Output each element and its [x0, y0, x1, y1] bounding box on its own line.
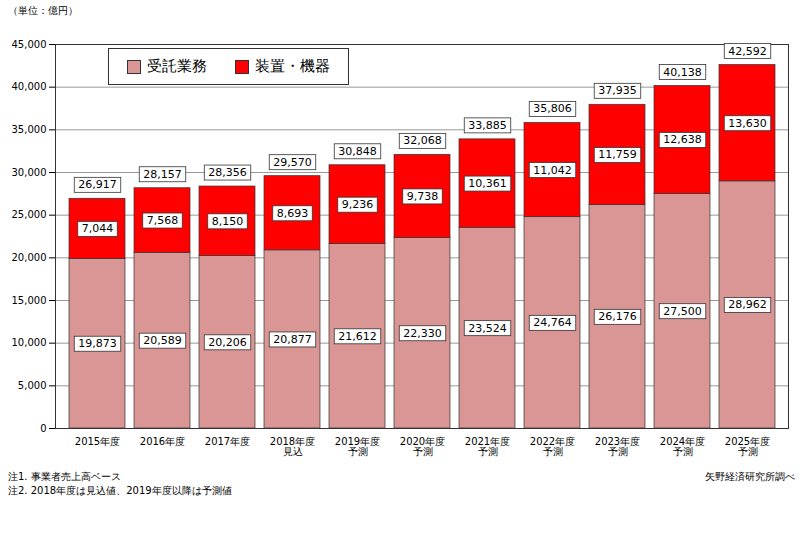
svg-text:2020年度予測: 2020年度予測 — [400, 436, 445, 457]
svg-text:2019年度予測: 2019年度予測 — [335, 436, 380, 457]
html-text:装置・機器: 装置・機器 — [255, 57, 330, 75]
svg-text:20,206: 20,206 — [208, 336, 247, 349]
svg-text:40,138: 40,138 — [663, 66, 702, 79]
svg-text:22,330: 22,330 — [403, 327, 442, 340]
svg-text:24,764: 24,764 — [533, 316, 572, 329]
svg-text:19,873: 19,873 — [78, 337, 117, 350]
svg-text:8,150: 8,150 — [212, 215, 244, 228]
svg-text:26,917: 26,917 — [78, 178, 117, 191]
html-text:矢野経済研究所調べ: 矢野経済研究所調べ — [705, 471, 795, 482]
svg-text:2017年度: 2017年度 — [205, 436, 250, 447]
svg-text:40,000: 40,000 — [12, 81, 47, 92]
svg-text:12,638: 12,638 — [663, 133, 702, 146]
svg-text:2015年度: 2015年度 — [75, 436, 120, 447]
svg-text:33,885: 33,885 — [468, 119, 507, 132]
svg-text:0: 0 — [40, 423, 46, 434]
svg-text:2018年度見込: 2018年度見込 — [270, 436, 315, 457]
svg-text:25,000: 25,000 — [12, 209, 47, 220]
svg-text:21,612: 21,612 — [338, 330, 377, 343]
svg-text:2024年度予測: 2024年度予測 — [660, 436, 705, 457]
svg-text:23,524: 23,524 — [468, 322, 507, 335]
svg-text:30,848: 30,848 — [338, 145, 377, 158]
svg-text:42,592: 42,592 — [728, 45, 767, 58]
svg-text:2025年度予測: 2025年度予測 — [725, 436, 770, 457]
svg-text:28,157: 28,157 — [143, 168, 182, 181]
svg-text:2016年度: 2016年度 — [140, 436, 185, 447]
svg-text:2023年度予測: 2023年度予測 — [595, 436, 640, 457]
svg-text:11,042: 11,042 — [533, 164, 572, 177]
svg-text:32,068: 32,068 — [403, 134, 442, 147]
svg-text:13,630: 13,630 — [728, 117, 767, 130]
svg-text:2022年度予測: 2022年度予測 — [530, 436, 575, 457]
svg-text:9,236: 9,236 — [342, 198, 374, 211]
svg-text:7,568: 7,568 — [147, 214, 179, 227]
svg-text:8,693: 8,693 — [277, 207, 309, 220]
svg-text:27,500: 27,500 — [663, 305, 702, 318]
svg-text:9,738: 9,738 — [407, 190, 439, 203]
html-text:注1. 事業者売上高ベース: 注1. 事業者売上高ベース — [8, 471, 121, 482]
svg-text:35,000: 35,000 — [12, 124, 47, 135]
svg-text:10,361: 10,361 — [468, 177, 507, 190]
html-text:注2. 2018年度は見込値、2019年度以降は予測値: 注2. 2018年度は見込値、2019年度以降は予測値 — [8, 485, 232, 496]
svg-text:5,000: 5,000 — [18, 380, 47, 391]
svg-text:11,759: 11,759 — [598, 148, 637, 161]
svg-text:30,000: 30,000 — [12, 167, 47, 178]
svg-text:28,356: 28,356 — [208, 166, 247, 179]
svg-text:20,877: 20,877 — [273, 333, 312, 346]
svg-text:45,000: 45,000 — [12, 39, 47, 50]
svg-text:7,044: 7,044 — [82, 222, 114, 235]
html-text:受託業務: 受託業務 — [147, 57, 207, 75]
svg-text:2021年度予測: 2021年度予測 — [465, 436, 510, 457]
svg-text:26,176: 26,176 — [598, 310, 637, 323]
svg-text:35,806: 35,806 — [533, 102, 572, 115]
svg-text:37,935: 37,935 — [598, 84, 637, 97]
svg-text:20,000: 20,000 — [12, 252, 47, 263]
svg-text:28,962: 28,962 — [728, 298, 767, 311]
html-text:（単位：億円）: （単位：億円） — [8, 5, 78, 16]
svg-text:29,570: 29,570 — [273, 156, 312, 169]
svg-text:20,589: 20,589 — [143, 334, 182, 347]
svg-text:15,000: 15,000 — [12, 295, 47, 306]
svg-text:10,000: 10,000 — [12, 337, 47, 348]
